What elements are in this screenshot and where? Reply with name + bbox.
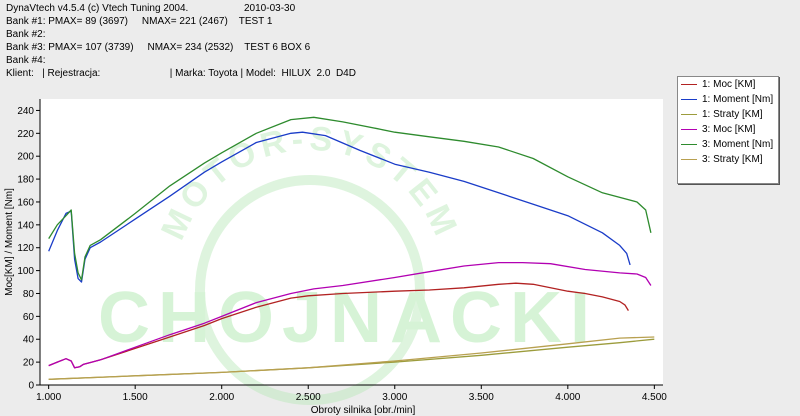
series-lines xyxy=(48,116,655,380)
bank1-summary: Bank #1: PMAX= 89 (3697) NMAX= 221 (2467… xyxy=(6,16,273,27)
y-tick-label: 40 xyxy=(23,335,35,346)
legend-item: 1: Moment [Nm] xyxy=(678,92,778,107)
legend-label: 1: Straty [KM] xyxy=(702,109,763,120)
y-tick-label: 220 xyxy=(17,129,34,140)
y-tick-label: 240 xyxy=(17,106,34,117)
tick-labels: 0 20 40 60 80 100 120 140 160 180 200 220 240 1.000 1.… xyxy=(17,106,667,403)
x-tick-label: 1.000 xyxy=(36,392,61,403)
client-info: Klient: | Rejestracja: | Marka: Toyota |… xyxy=(6,68,356,79)
y-tick-label: 120 xyxy=(17,243,34,254)
x-tick-label: 2.000 xyxy=(209,392,234,403)
legend-swatch xyxy=(681,144,697,145)
legend-item: 1: Straty [KM] xyxy=(678,107,778,122)
x-tick-label: 4.500 xyxy=(642,392,667,403)
y-tick-label: 0 xyxy=(28,381,34,392)
x-tick-label: 3.000 xyxy=(382,392,407,403)
y-tick-label: 180 xyxy=(17,175,34,186)
legend-item: 3: Moment [Nm] xyxy=(678,137,778,152)
x-tick-label: 4.000 xyxy=(555,392,580,403)
legend-label: 3: Straty [KM] xyxy=(702,154,763,165)
y-tick-label: 160 xyxy=(17,197,34,208)
y-tick-label: 100 xyxy=(17,266,34,277)
legend-label: 3: Moc [KM] xyxy=(702,124,756,135)
series-line-6 xyxy=(48,336,655,380)
y-tick-label: 20 xyxy=(23,358,35,369)
y-tick-label: 140 xyxy=(17,220,34,231)
legend-item: 1: Moc [KM] xyxy=(678,77,778,92)
x-axis-label: Obroty silnika [obr./min] xyxy=(311,405,416,416)
legend-swatch xyxy=(681,159,697,160)
legend: 1: Moc [KM] 1: Moment [Nm] 1: Straty [KM] 3… xyxy=(677,76,779,184)
series-line-5 xyxy=(48,116,652,281)
legend-label: 1: Moc [KM] xyxy=(702,79,756,90)
axes xyxy=(39,99,663,386)
series-line-2 xyxy=(48,131,631,283)
legend-swatch xyxy=(681,129,697,130)
legend-swatch xyxy=(681,99,697,100)
legend-swatch xyxy=(681,114,697,115)
legend-item: 3: Straty [KM] xyxy=(678,152,778,167)
test-date: 2010-03-30 xyxy=(244,3,296,14)
legend-swatch xyxy=(681,84,697,85)
bank2-summary: Bank #2: xyxy=(6,29,46,40)
series-line-4 xyxy=(48,261,652,369)
x-tick-label: 3.500 xyxy=(469,392,494,403)
bank4-summary: Bank #4: xyxy=(6,55,46,66)
x-tick-label: 1.500 xyxy=(123,392,148,403)
app-title: DynaVtech v4.5.4 (c) Vtech Tuning 2004. xyxy=(6,3,189,14)
legend-item: 3: Moc [KM] xyxy=(678,122,778,137)
legend-label: 3: Moment [Nm] xyxy=(702,139,774,150)
y-tick-label: 200 xyxy=(17,152,34,163)
bank3-summary: Bank #3: PMAX= 107 (3739) NMAX= 234 (253… xyxy=(6,42,311,53)
y-tick-label: 60 xyxy=(23,312,35,323)
legend-label: 1: Moment [Nm] xyxy=(702,94,774,105)
x-tick-label: 2.500 xyxy=(296,392,321,403)
watermark-main-text: CHOJNACKI xyxy=(98,278,598,358)
y-tick-label: 80 xyxy=(23,289,35,300)
y-axis-label: Moc[KM] / Moment [Nm] xyxy=(4,188,15,296)
